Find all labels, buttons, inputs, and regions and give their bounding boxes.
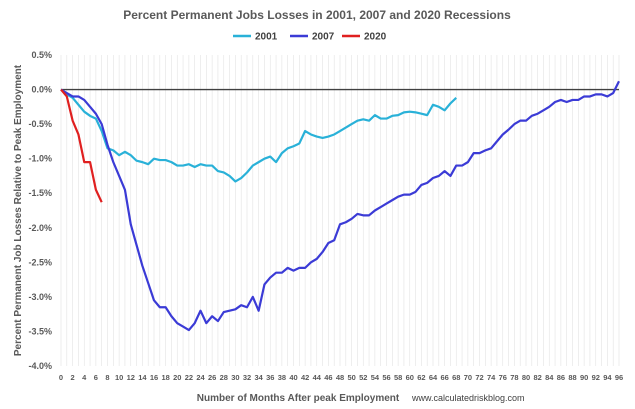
series-line-2001: [60, 88, 458, 183]
x-tick-label: 70: [464, 373, 472, 382]
x-tick-label: 20: [173, 373, 181, 382]
x-tick-label: 84: [545, 373, 554, 382]
x-tick-label: 36: [266, 373, 274, 382]
x-tick-label: 32: [243, 373, 251, 382]
x-tick-label: 66: [440, 373, 448, 382]
x-tick-label: 30: [231, 373, 239, 382]
x-tick-label: 68: [452, 373, 460, 382]
legend-label-2001: 2001: [255, 32, 278, 43]
x-tick-label: 78: [510, 373, 518, 382]
chart-title: Percent Permanent Jobs Losses in 2001, 2…: [123, 8, 511, 22]
legend: 2001 2007 2020: [233, 32, 387, 43]
x-tick-label: 40: [289, 373, 297, 382]
x-tick-label: 60: [406, 373, 414, 382]
x-tick-label: 6: [94, 373, 98, 382]
x-tick-label: 42: [301, 373, 309, 382]
x-tick-label: 44: [313, 373, 322, 382]
y-tick-label: 0.0%: [31, 85, 52, 95]
x-tick-label: 94: [603, 373, 612, 382]
x-tick-label: 4: [82, 373, 87, 382]
y-tick-label: -4.0%: [28, 361, 52, 371]
x-tick-label: 76: [499, 373, 507, 382]
x-tick-label: 10: [115, 373, 123, 382]
y-axis-label: Percent Permanent Job Losses Relative to…: [13, 64, 24, 356]
x-tick-label: 28: [220, 373, 228, 382]
x-tick-label: 88: [568, 373, 576, 382]
y-tick-label: -2.0%: [28, 223, 52, 233]
x-tick-label: 12: [127, 373, 135, 382]
x-tick-label: 52: [359, 373, 367, 382]
credit-text: www.calculatedriskblog.com: [411, 393, 525, 403]
x-tick-label: 2: [71, 373, 75, 382]
series-line-2007: [60, 80, 620, 332]
x-tick-label: 82: [533, 373, 541, 382]
x-axis-label: Number of Months After peak Employment: [197, 393, 400, 404]
legend-label-2020: 2020: [364, 32, 387, 43]
x-tick-label: 74: [487, 373, 496, 382]
y-tick-label: -3.5%: [28, 326, 52, 336]
y-tick-label: -1.5%: [28, 188, 52, 198]
x-tick-label: 0: [59, 373, 63, 382]
x-tick-label: 14: [138, 373, 147, 382]
x-tick-label: 8: [105, 373, 109, 382]
x-tick-label: 34: [254, 373, 263, 382]
x-tick-label: 56: [382, 373, 390, 382]
x-tick-label: 90: [580, 373, 588, 382]
x-tick-label: 58: [394, 373, 402, 382]
x-tick-label: 92: [592, 373, 600, 382]
x-tick-label: 80: [522, 373, 530, 382]
x-tick-label: 64: [429, 373, 438, 382]
y-tick-label: -0.5%: [28, 119, 52, 129]
x-tick-label: 86: [557, 373, 565, 382]
x-tick-label: 24: [196, 373, 205, 382]
y-tick-label: -1.0%: [28, 154, 52, 164]
grid: [60, 55, 620, 366]
x-tick-label: 62: [417, 373, 425, 382]
x-tick-label: 96: [615, 373, 623, 382]
y-tick-label: 0.5%: [31, 50, 52, 60]
x-tick-label: 48: [336, 373, 344, 382]
series-group: [60, 80, 620, 332]
y-tick-label: -2.5%: [28, 257, 52, 267]
x-tick-label: 16: [150, 373, 158, 382]
series-line-2020: [60, 88, 103, 203]
x-tick-label: 72: [475, 373, 483, 382]
x-axis-ticks: 0 2 4 6 8 10 12 14 16 18 20 22 24 26 28 30 32 34 36 38 40 42 4…: [59, 373, 623, 382]
y-tick-label: -3.0%: [28, 292, 52, 302]
x-tick-label: 26: [208, 373, 216, 382]
x-tick-label: 46: [324, 373, 332, 382]
x-tick-label: 38: [278, 373, 286, 382]
x-tick-label: 22: [185, 373, 193, 382]
x-tick-label: 54: [371, 373, 380, 382]
x-tick-label: 50: [347, 373, 355, 382]
y-axis-ticks: 0.5% 0.0% -0.5% -1.0% -1.5% -2.0% -2.5% -3.0% -3…: [28, 50, 52, 371]
x-tick-label: 18: [161, 373, 169, 382]
legend-label-2007: 2007: [312, 32, 335, 43]
